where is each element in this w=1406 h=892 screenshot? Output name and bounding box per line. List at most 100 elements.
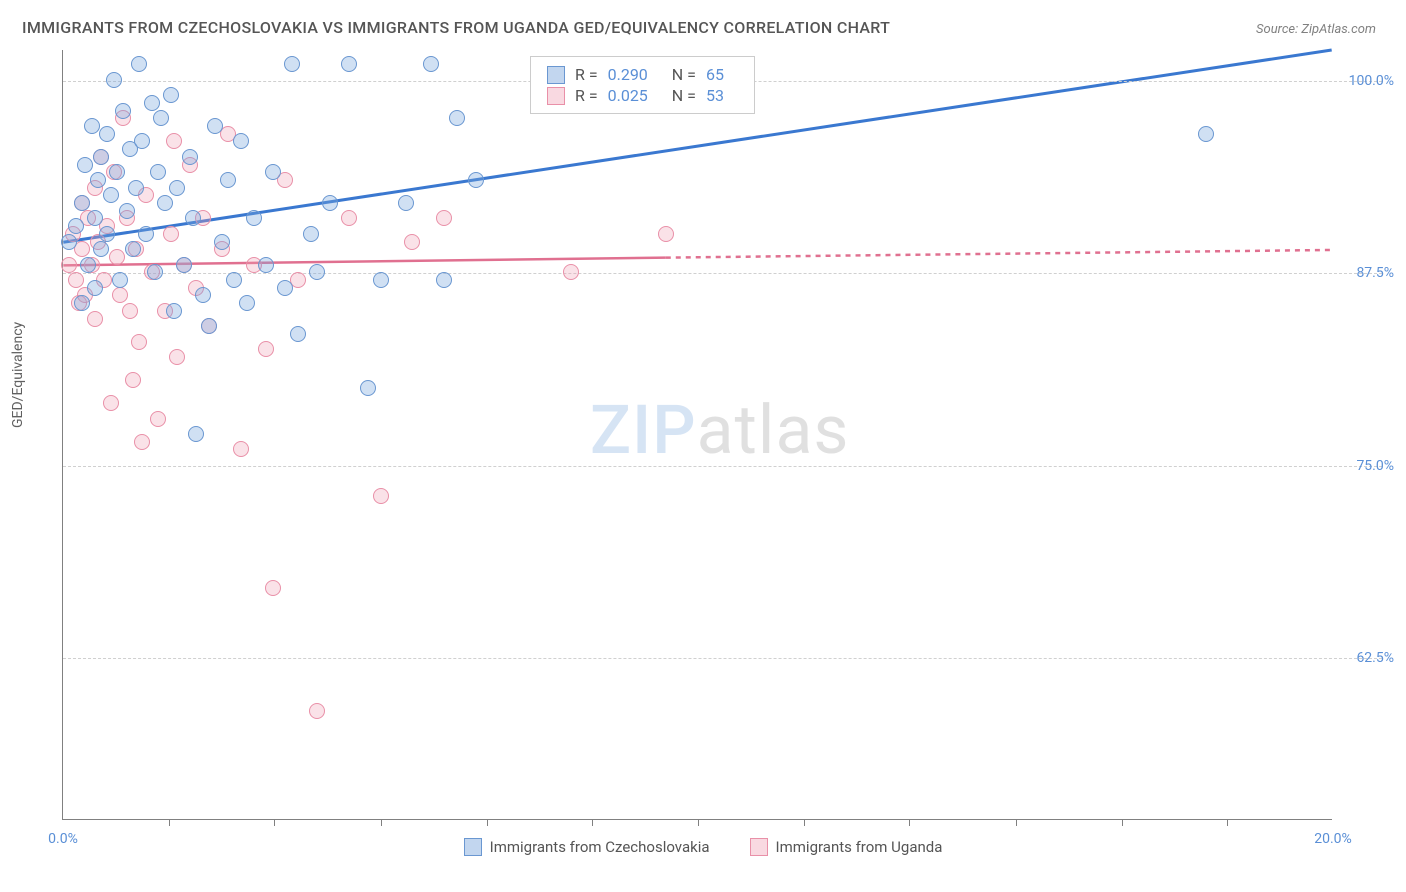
swatch-series-a	[547, 66, 565, 84]
scatter-point-series-a	[74, 195, 90, 211]
x-tick	[698, 819, 699, 826]
x-tick	[274, 819, 275, 826]
scatter-point-series-a	[150, 164, 166, 180]
scatter-point-series-a	[277, 280, 293, 296]
scatter-point-series-a	[188, 426, 204, 442]
gridline-horizontal	[63, 466, 1382, 467]
series-legend-bottom: Immigrants from Czechoslovakia Immigrant…	[0, 838, 1406, 856]
scatter-point-series-a	[265, 164, 281, 180]
scatter-point-series-b	[436, 210, 452, 226]
y-tick-label: 62.5%	[1356, 650, 1394, 666]
scatter-point-series-b	[109, 249, 125, 265]
scatter-point-series-a	[1198, 126, 1214, 142]
x-tick	[1122, 819, 1123, 826]
scatter-point-series-a	[207, 118, 223, 134]
scatter-point-series-b	[563, 264, 579, 280]
legend-row-series-a: R = 0.290 N = 65	[547, 65, 738, 84]
scatter-point-series-b	[125, 372, 141, 388]
x-tick	[804, 819, 805, 826]
scatter-point-series-a	[185, 210, 201, 226]
gridline-horizontal	[63, 273, 1382, 274]
y-tick-label: 75.0%	[1356, 458, 1394, 474]
scatter-point-series-a	[290, 326, 306, 342]
scatter-point-series-b	[163, 226, 179, 242]
scatter-point-series-a	[119, 203, 135, 219]
scatter-point-series-a	[80, 257, 96, 273]
scatter-point-series-a	[360, 380, 376, 396]
r-value-b: 0.025	[608, 86, 648, 105]
scatter-point-series-b	[258, 341, 274, 357]
n-label-b: N =	[672, 86, 696, 105]
scatter-point-series-a	[258, 257, 274, 273]
scatter-point-series-b	[169, 349, 185, 365]
gridline-horizontal	[63, 658, 1382, 659]
x-tick	[381, 819, 382, 826]
correlation-legend-box: R = 0.290 N = 65 R = 0.025 N = 53	[530, 56, 755, 114]
scatter-point-series-b	[103, 395, 119, 411]
scatter-point-series-a	[99, 126, 115, 142]
scatter-point-series-a	[106, 72, 122, 88]
y-tick-label: 100.0%	[1349, 73, 1394, 89]
scatter-point-series-a	[176, 257, 192, 273]
scatter-point-series-a	[233, 133, 249, 149]
scatter-point-series-b	[134, 434, 150, 450]
legend-item-series-a: Immigrants from Czechoslovakia	[464, 838, 710, 856]
x-tick	[592, 819, 593, 826]
r-value-a: 0.290	[608, 65, 648, 84]
scatter-point-series-a	[68, 218, 84, 234]
scatter-point-series-a	[157, 195, 173, 211]
scatter-point-series-a	[87, 210, 103, 226]
x-tick	[909, 819, 910, 826]
scatter-point-series-a	[103, 187, 119, 203]
scatter-point-series-a	[134, 133, 150, 149]
scatter-point-series-a	[169, 180, 185, 196]
scatter-point-series-a	[239, 295, 255, 311]
scatter-point-series-b	[122, 303, 138, 319]
x-tick	[169, 819, 170, 826]
scatter-point-series-b	[61, 257, 77, 273]
swatch-series-b	[547, 87, 565, 105]
n-value-a: 65	[706, 65, 724, 84]
scatter-point-series-a	[214, 234, 230, 250]
scatter-point-series-a	[61, 234, 77, 250]
scatter-point-series-a	[74, 295, 90, 311]
chart-title: IMMIGRANTS FROM CZECHOSLOVAKIA VS IMMIGR…	[22, 18, 890, 37]
scatter-point-series-a	[220, 172, 236, 188]
x-tick	[487, 819, 488, 826]
trend-lines-svg	[63, 50, 1332, 819]
scatter-point-series-b	[112, 287, 128, 303]
scatter-point-series-a	[147, 264, 163, 280]
legend-label-series-b: Immigrants from Uganda	[776, 838, 943, 856]
y-axis-label: GED/Equivalency	[10, 322, 26, 428]
scatter-point-series-a	[144, 95, 160, 111]
scatter-point-series-a	[423, 56, 439, 72]
y-tick-label: 87.5%	[1356, 265, 1394, 281]
scatter-point-series-a	[284, 56, 300, 72]
scatter-point-series-a	[138, 226, 154, 242]
scatter-point-series-b	[68, 272, 84, 288]
scatter-point-series-b	[309, 703, 325, 719]
scatter-point-series-a	[201, 318, 217, 334]
scatter-point-series-a	[309, 264, 325, 280]
scatter-point-series-a	[246, 210, 262, 226]
scatter-point-series-a	[303, 226, 319, 242]
n-value-b: 53	[706, 86, 724, 105]
scatter-point-series-a	[125, 241, 141, 257]
scatter-point-series-a	[87, 280, 103, 296]
scatter-point-series-a	[182, 149, 198, 165]
n-label-a: N =	[672, 65, 696, 84]
scatter-point-series-a	[77, 157, 93, 173]
scatter-point-series-a	[84, 118, 100, 134]
swatch-series-b-bottom	[750, 838, 768, 856]
scatter-point-series-b	[265, 580, 281, 596]
swatch-series-a-bottom	[464, 838, 482, 856]
scatter-point-series-b	[131, 334, 147, 350]
scatter-point-series-a	[131, 56, 147, 72]
legend-row-series-b: R = 0.025 N = 53	[547, 86, 738, 105]
scatter-point-series-a	[468, 172, 484, 188]
scatter-point-series-a	[99, 226, 115, 242]
scatter-point-series-a	[226, 272, 242, 288]
scatter-point-series-a	[163, 87, 179, 103]
scatter-point-series-b	[404, 234, 420, 250]
scatter-point-series-a	[109, 164, 125, 180]
